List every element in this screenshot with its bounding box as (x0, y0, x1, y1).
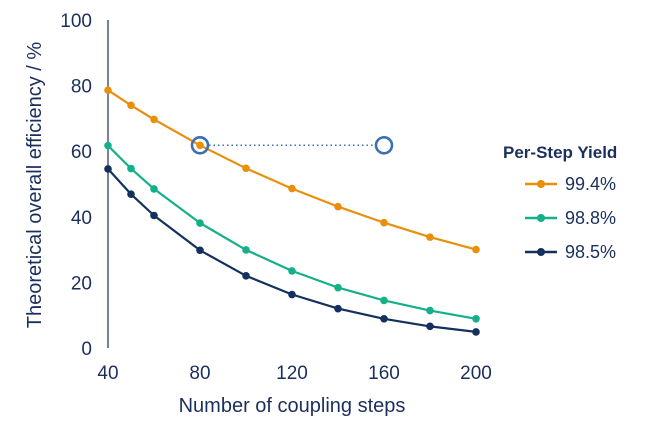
data-point (196, 246, 204, 255)
data-point (104, 141, 112, 150)
data-point (196, 141, 204, 150)
data-point (104, 86, 112, 94)
data-point (472, 245, 480, 254)
series-99.4% (104, 86, 480, 254)
series-line (107, 89, 477, 251)
legend-marker (537, 180, 545, 188)
series-98.8% (104, 141, 480, 323)
data-point (426, 306, 434, 315)
data-point (127, 164, 135, 173)
data-point (334, 304, 342, 313)
x-tick-label: 120 (276, 363, 308, 384)
legend-item: 99.4% (525, 174, 616, 194)
data-point (196, 219, 204, 227)
x-tick-label: 80 (189, 363, 210, 384)
data-point (150, 115, 158, 124)
data-point (426, 233, 434, 241)
y-tick-label: 40 (71, 208, 92, 229)
x-tick-label: 40 (97, 363, 118, 384)
series-line (107, 168, 477, 333)
series (104, 86, 480, 336)
annotation-circle-end (374, 135, 394, 155)
legend-item: 98.8% (525, 208, 616, 228)
x-tick-label: 200 (460, 363, 492, 384)
legend-title: Per-Step Yield (503, 143, 617, 162)
data-point (380, 218, 388, 227)
y-tick-label: 60 (71, 142, 92, 163)
series-line (107, 144, 477, 320)
tick-labels: 0 20 40 60 80 100 40 80 120 160 200 (60, 11, 492, 384)
legend-marker (537, 214, 545, 222)
y-axis-title: Theoretical overall efficiency / % (24, 42, 46, 329)
data-point (242, 246, 250, 254)
y-tick-label: 0 (81, 339, 92, 360)
data-point (127, 190, 135, 198)
data-point (242, 272, 250, 280)
legend-label: 98.5% (565, 242, 616, 262)
data-point (288, 290, 296, 299)
y-tick-label: 100 (60, 11, 92, 32)
data-point (150, 185, 158, 193)
legend-label: 99.4% (565, 174, 616, 194)
annotation-circle-start (190, 135, 210, 155)
data-point (104, 165, 112, 173)
data-point (472, 328, 480, 336)
y-tick-label: 80 (71, 77, 92, 98)
x-axis-title: Number of coupling steps (179, 395, 406, 417)
data-point (334, 283, 342, 292)
data-point (426, 322, 434, 331)
data-point (334, 202, 342, 211)
legend-item: 98.5% (525, 242, 616, 262)
legend-label: 98.8% (565, 208, 616, 228)
legend-marker (537, 248, 545, 256)
data-point (380, 315, 388, 323)
series-98.5% (104, 165, 480, 336)
data-point (127, 101, 135, 110)
data-point (150, 211, 158, 220)
data-point (380, 296, 388, 305)
y-tick-label: 20 (71, 273, 92, 294)
x-tick-label: 160 (368, 363, 400, 384)
data-point (288, 267, 296, 275)
data-point (242, 164, 250, 173)
data-point (472, 315, 480, 323)
legend: Per-Step Yield 99.4% 98.8% 98.5% (503, 143, 617, 262)
data-point (288, 184, 296, 193)
